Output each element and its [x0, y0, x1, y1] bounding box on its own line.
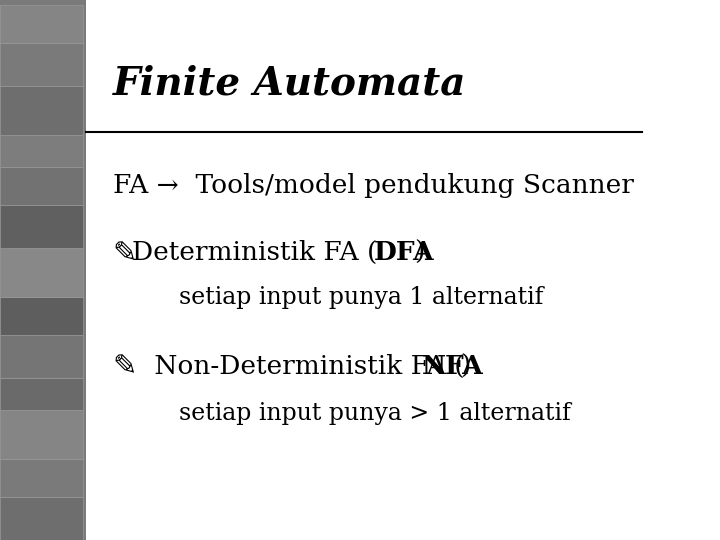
- Text: Deterministik FA (: Deterministik FA (: [132, 240, 378, 265]
- Text: ): ): [460, 354, 471, 379]
- Bar: [0, 43, 83, 86]
- Bar: [0, 248, 83, 297]
- Bar: [0, 497, 83, 540]
- Bar: [0, 0, 86, 540]
- Bar: [0, 459, 83, 497]
- Bar: [86, 0, 662, 540]
- Text: ): ): [414, 240, 424, 265]
- Text: DFA: DFA: [374, 240, 435, 265]
- Bar: [0, 410, 83, 459]
- Bar: [0, 167, 83, 205]
- Bar: [0, 135, 83, 167]
- Text: ✎: ✎: [112, 354, 137, 382]
- Text: setiap input punya > 1 alternatif: setiap input punya > 1 alternatif: [179, 402, 570, 426]
- Bar: [0, 335, 83, 378]
- Bar: [0, 378, 83, 410]
- Bar: [0, 297, 83, 335]
- Text: FA →  Tools/model pendukung Scanner: FA → Tools/model pendukung Scanner: [112, 173, 634, 198]
- Text: Non-Deterministik FA (: Non-Deterministik FA (: [145, 354, 464, 379]
- Text: ✎: ✎: [112, 240, 137, 268]
- Bar: [0, 86, 83, 135]
- Text: Finite Automata: Finite Automata: [112, 65, 466, 103]
- Text: NFA: NFA: [422, 354, 484, 379]
- Text: setiap input punya 1 alternatif: setiap input punya 1 alternatif: [179, 286, 543, 309]
- Bar: [0, 5, 83, 43]
- Bar: [0, 205, 83, 248]
